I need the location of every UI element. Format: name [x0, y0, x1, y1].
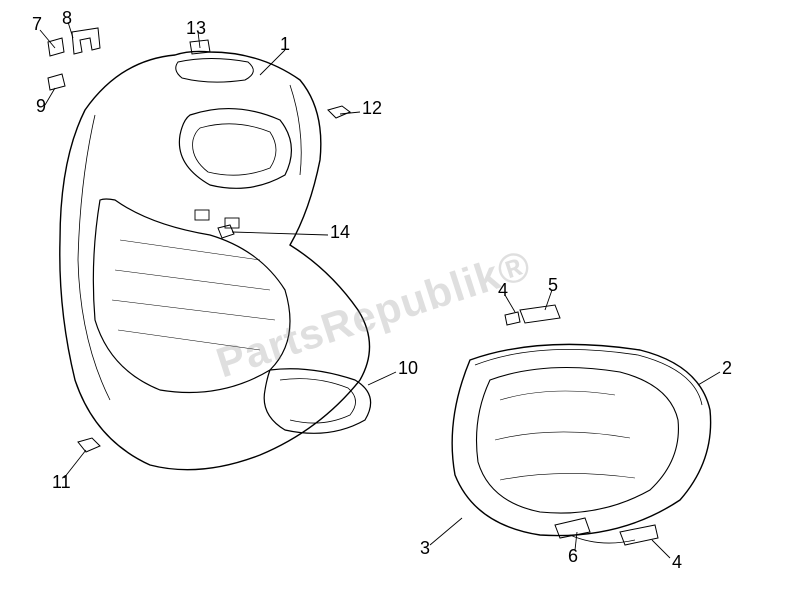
- screw-12: [328, 106, 350, 118]
- callout-6: 6: [568, 546, 578, 567]
- part-9: [48, 74, 65, 90]
- front-shield-contour-2: [290, 85, 301, 175]
- inner-panel: [93, 199, 290, 393]
- callout-4b: 4: [672, 552, 682, 573]
- callout-13: 13: [186, 18, 206, 39]
- rear-cover-rim: [475, 349, 702, 405]
- callout-14: 14: [330, 222, 350, 243]
- callout-9: 9: [36, 96, 46, 117]
- callout-5: 5: [548, 275, 558, 296]
- screw-11: [78, 438, 100, 452]
- callout-2: 2: [722, 358, 732, 379]
- rear-cover-inner: [477, 368, 679, 514]
- callout-12: 12: [362, 98, 382, 119]
- rear-clip: [505, 312, 520, 325]
- front-shield-outline: [60, 51, 370, 469]
- rear-bracket-link: [570, 535, 635, 543]
- callout-3: 3: [420, 538, 430, 559]
- part-7: [48, 38, 64, 56]
- inner-panel-hatch-1: [112, 240, 275, 350]
- callout-4: 4: [498, 280, 508, 301]
- mudguard: [264, 369, 370, 434]
- part-8-bracket: [72, 28, 100, 54]
- mudguard-inner: [280, 379, 356, 423]
- parts-diagram: 1 7 8 9 13 12 14 10 11 4 5 2 3 6 4 Parts…: [0, 0, 800, 600]
- headlight-opening: [179, 109, 291, 189]
- rear-bracket-top: [520, 305, 560, 323]
- callout-1: 1: [280, 34, 290, 55]
- diagram-svg: [0, 0, 800, 600]
- screw-14: [218, 225, 234, 238]
- callout-8: 8: [62, 8, 72, 29]
- front-shield-top-opening: [176, 59, 254, 83]
- callout-11: 11: [52, 472, 71, 493]
- callout-7: 7: [32, 14, 42, 35]
- rear-cover-outer: [452, 344, 710, 535]
- inner-boss-1: [195, 210, 209, 220]
- headlight-inner: [193, 124, 276, 175]
- callout-10: 10: [398, 358, 418, 379]
- rear-cover-contour: [495, 391, 635, 480]
- inner-boss-2: [225, 218, 239, 228]
